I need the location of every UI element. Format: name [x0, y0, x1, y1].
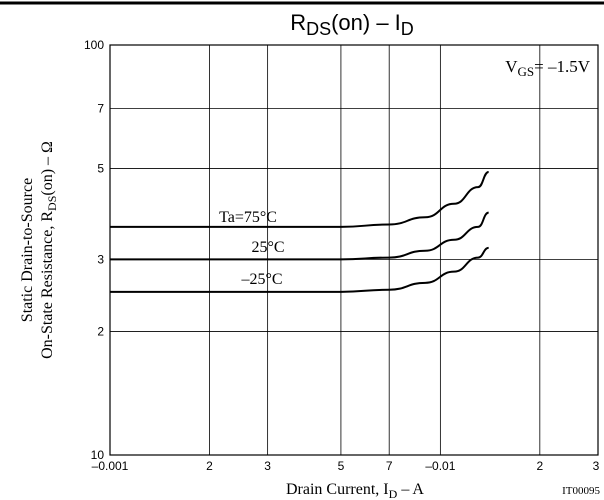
x-tick-label: –0.01	[425, 459, 455, 473]
chart-title: RDS(on) – ID	[290, 10, 414, 39]
y-label-part: On-State Resistance, R	[39, 211, 56, 359]
series-line	[109, 246, 489, 293]
y-label-part: (on) – Ω	[39, 141, 56, 196]
title-part: DS	[306, 19, 331, 39]
x-tick-label: 5	[338, 459, 345, 473]
title-part: R	[290, 10, 306, 35]
series-label: 25°C	[251, 239, 284, 256]
condition: VGS= –1.5V	[505, 57, 590, 79]
title-part: (on) – I	[331, 10, 401, 35]
y-label-part: DS	[45, 196, 59, 211]
plot-frame	[109, 44, 599, 456]
x-tick-label: 7	[386, 459, 393, 473]
y-tick-label: 10	[91, 448, 105, 462]
series-label: –25°C	[240, 271, 282, 288]
y-label-line: On-State Resistance, RDS(on) – Ω	[39, 141, 59, 359]
x-label-part: – A	[397, 481, 424, 498]
x-tick-label: 2	[536, 459, 543, 473]
x-label-part: Drain Current, I	[286, 481, 389, 498]
x-tick-label: –0.001	[92, 459, 129, 473]
y-label-line: Static Drain-to-Source	[19, 178, 36, 322]
series-line	[110, 211, 489, 261]
x-tick-label: 2	[206, 459, 213, 473]
y-tick-label: 3	[97, 252, 104, 266]
title-part: D	[401, 19, 414, 39]
condition-part: = –1.5V	[534, 57, 591, 76]
x-tick-label: 3	[593, 459, 600, 473]
y-tick-label: 7	[97, 102, 104, 116]
y-tick-label: 100	[84, 38, 104, 52]
condition-part: GS	[518, 64, 535, 79]
figure-code: IT00095	[562, 485, 600, 497]
condition-part: V	[505, 57, 518, 76]
y-label: Static Drain-to-Source On-State Resistan…	[19, 141, 59, 359]
y-tick-label: 5	[97, 161, 104, 175]
y-tick-label: 2	[97, 325, 104, 339]
series-line	[109, 171, 489, 228]
x-label: Drain Current, ID – A	[286, 481, 424, 500]
series-label: Ta=75°C	[219, 209, 277, 226]
x-label-part: D	[389, 487, 398, 500]
x-tick-label: 3	[264, 459, 271, 473]
